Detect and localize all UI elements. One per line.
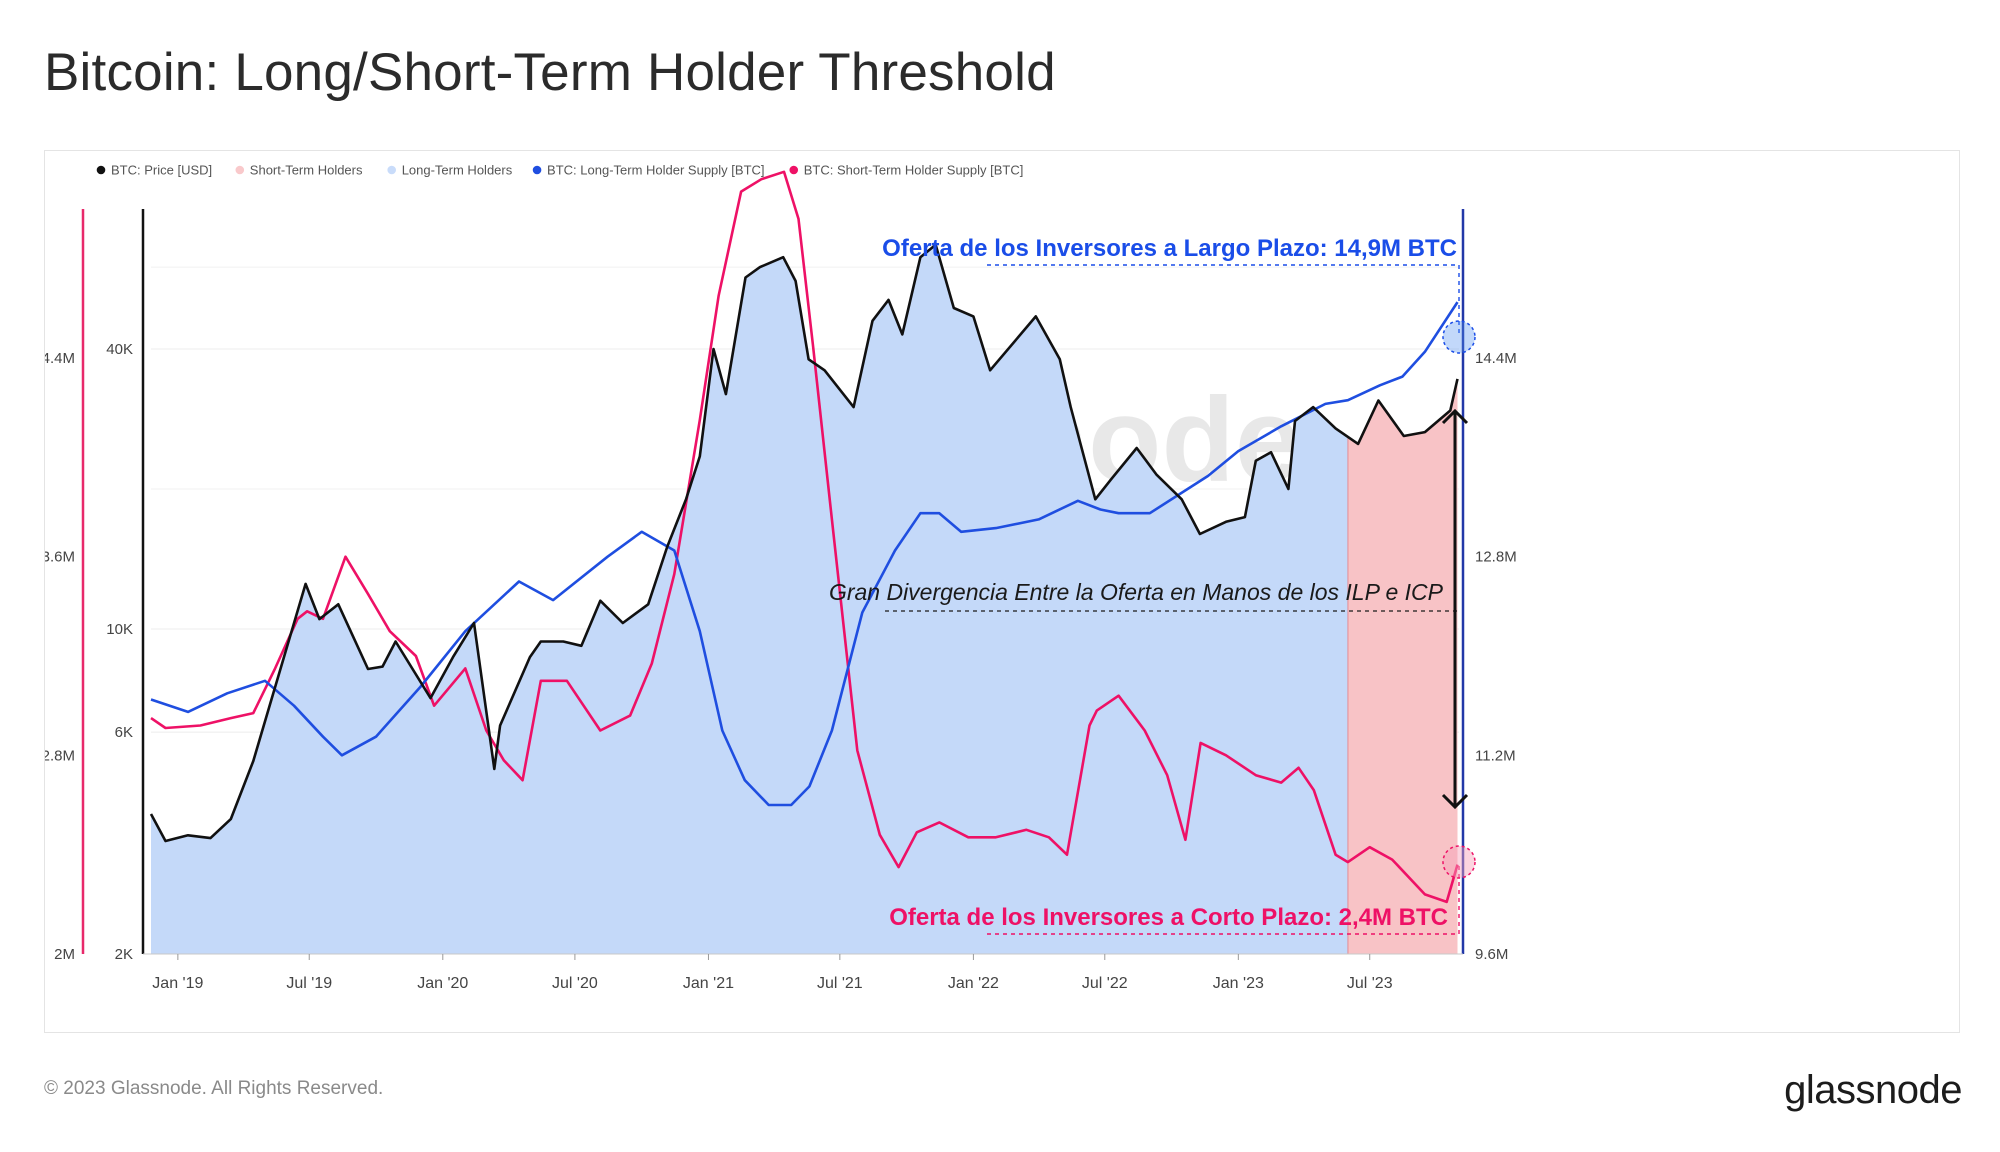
chart-legend: BTC: Price [USD] Short-Term Holders Long-T… [96, 163, 1024, 178]
divergence-annotation: Gran Divergencia Entre la Oferta en Mano… [829, 579, 1444, 605]
x-tick-label: Jan '19 [152, 975, 203, 992]
x-tick-label: Jan '20 [417, 975, 468, 992]
annotations: Oferta de los Inversores a Largo Plazo: … [829, 235, 1476, 935]
legend-label-3: BTC: Long-Term Holder Supply [BTC] [547, 163, 764, 178]
price-tick-label: 6K [115, 724, 133, 741]
lth-highlight-marker [1442, 320, 1476, 354]
right-supply-tick-label: 11.2M [1475, 747, 1516, 764]
price-tick-label: 40K [106, 341, 133, 358]
x-tick-label: Jan '23 [1213, 975, 1264, 992]
footer-brand-logo: glassnode [1784, 1068, 1962, 1112]
left-supply-tick-label: 4.4M [45, 350, 75, 367]
x-tick-label: Jul '23 [1347, 975, 1393, 992]
axis-ticks: 40K 10K 6K 2K 4.4M 3.6M 2.8M 2M 14.4M 12.8M 11.2M 9… [45, 341, 1517, 992]
legend-marker-1 [235, 165, 245, 175]
left-supply-tick-label: 2.8M [45, 747, 75, 764]
long-term-holders-area [151, 244, 1348, 955]
price-line [149, 243, 1459, 843]
price-tick-label: 2K [115, 946, 133, 963]
x-tick-label: Jul '19 [286, 975, 332, 992]
chart-svg: glassnode BTC: Price [USD]Short-Term Hol… [45, 163, 1517, 993]
sth-supply-line [150, 170, 1459, 904]
lth-supply-line [150, 301, 1459, 807]
right-supply-tick-label: 12.8M [1475, 549, 1517, 566]
short-term-holders-area [1347, 378, 1458, 954]
legend-label-0: BTC: Price [USD] [111, 163, 212, 178]
left-supply-tick-label: 3.6M [45, 549, 75, 566]
chart-frame: glassnode BTC: Price [USD]Short-Term Hol… [44, 150, 1960, 1033]
legend-label-4: BTC: Short-Term Holder Supply [BTC] [804, 163, 1024, 178]
x-tick-label: Jul '22 [1082, 975, 1128, 992]
right-supply-tick-label: 14.4M [1475, 350, 1517, 367]
legend-marker-3 [532, 165, 542, 175]
legend-label-1: Short-Term Holders [250, 163, 363, 178]
legend-marker-0 [96, 165, 106, 175]
lth-annotation: Oferta de los Inversores a Largo Plazo: … [882, 235, 1457, 262]
x-tick-label: Jul '21 [817, 975, 863, 992]
footer-copyright: © 2023 Glassnode. All Rights Reserved. [44, 1078, 384, 1099]
x-tick-label: Jan '22 [948, 975, 999, 992]
sth-annotation: Oferta de los Inversores a Corto Plazo: … [889, 904, 1448, 931]
divergence-arrow-head-top [1441, 408, 1469, 425]
page-title: Bitcoin: Long/Short-Term Holder Threshol… [44, 43, 1056, 102]
price-tick-label: 10K [106, 621, 133, 638]
right-supply-tick-label: 9.6M [1475, 946, 1508, 963]
left-supply-tick-label: 2M [54, 946, 75, 963]
legend-marker-4 [789, 165, 799, 175]
legend-label-2: Long-Term Holders [402, 163, 513, 178]
sth-highlight-marker [1442, 845, 1476, 879]
legend-marker-2 [387, 165, 397, 175]
x-tick-label: Jul '20 [552, 975, 598, 992]
divergence-arrow-head-bottom [1441, 793, 1469, 810]
x-tick-label: Jan '21 [683, 975, 734, 992]
